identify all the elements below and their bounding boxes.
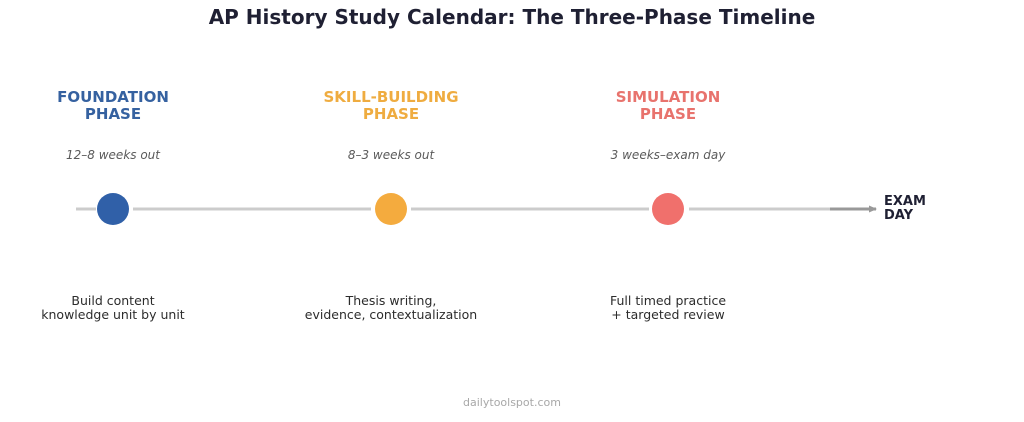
phase-name-skill-building: SKILL-BUILDING PHASE (323, 88, 459, 123)
phase-name-simulation: SIMULATION PHASE (615, 88, 721, 123)
phase-marker-foundation (97, 193, 129, 225)
phase-window-foundation: 12–8 weeks out (66, 148, 160, 162)
phase-marker-simulation (652, 193, 684, 225)
phase-name-foundation: FOUNDATION PHASE (57, 88, 169, 123)
phase-window-simulation: 3 weeks–exam day (610, 148, 726, 162)
page-title: AP History Study Calendar: The Three-Pha… (208, 5, 816, 29)
footer-watermark: dailytoolspot.com (463, 396, 561, 409)
phase-description-skill-building: Thesis writing, evidence, contextualizat… (304, 293, 478, 322)
phase-marker-skill-building (375, 193, 407, 225)
exam-day-label: EXAM DAY (884, 194, 926, 223)
phase-window-skill-building: 8–3 weeks out (347, 148, 435, 162)
phase-description-foundation: Build content knowledge unit by unit (41, 293, 185, 322)
phase-description-simulation: Full timed practice + targeted review (609, 293, 727, 322)
